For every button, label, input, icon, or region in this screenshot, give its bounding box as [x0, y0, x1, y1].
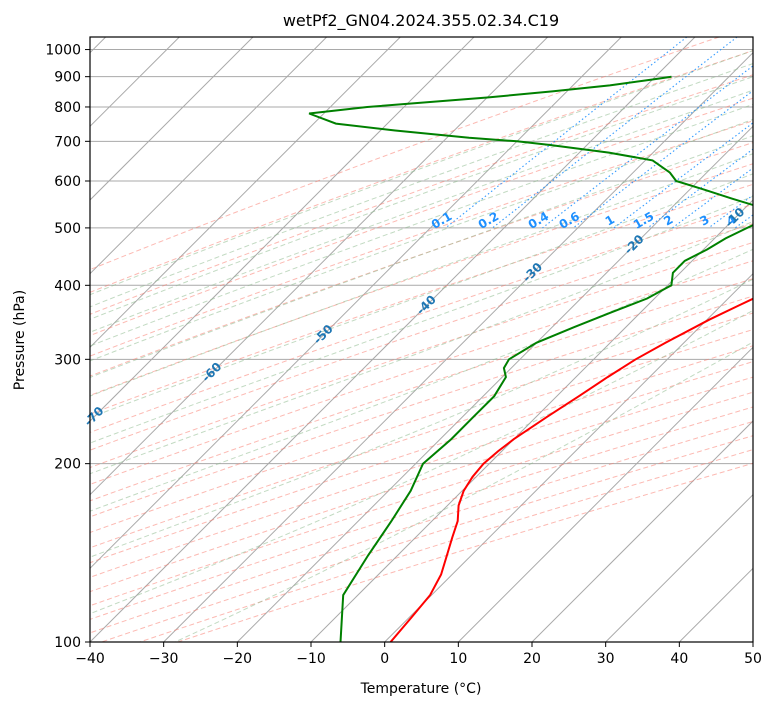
background-lines — [90, 37, 753, 642]
dry-adiabat-line — [90, 260, 753, 485]
y-tick-label: 600 — [54, 174, 81, 190]
isotherm-line — [384, 272, 753, 642]
dry-adiabat-line — [90, 50, 753, 293]
dry-adiabat-line — [90, 329, 753, 549]
moist-adiabat-line — [174, 341, 753, 642]
dry-adiabat-line — [90, 312, 753, 534]
y-tick-label: 700 — [54, 134, 81, 150]
dry-adiabat-line — [90, 142, 753, 377]
dry-adiabat-line — [90, 37, 720, 271]
dry-adiabat-line — [90, 97, 753, 337]
moist-adiabat-line — [90, 173, 753, 419]
y-tick-label: 1000 — [45, 43, 81, 59]
x-tick-label: 0 — [380, 651, 389, 667]
y-tick-label: 100 — [54, 635, 81, 651]
isotherm-line — [531, 420, 753, 642]
mixing-ratio-line — [672, 167, 753, 229]
profile-lines — [308, 75, 753, 642]
mixing-ratio-line — [572, 90, 753, 229]
mixing-ratio-line — [492, 37, 738, 229]
y-tick-label: 400 — [54, 278, 81, 294]
dry-adiabat-line — [90, 163, 753, 396]
plot-frame — [89, 36, 754, 643]
dry-adiabat-line — [90, 376, 753, 593]
y-tick-label: 300 — [54, 352, 81, 368]
y-tick-label: 900 — [54, 70, 81, 86]
isotherm-line — [605, 493, 753, 642]
moist-adiabat-line — [90, 118, 753, 362]
dry-adiabat-line — [90, 295, 753, 518]
y-axis-label: Pressure (hPa) — [12, 290, 28, 390]
temperature-profile-line — [389, 297, 753, 642]
x-axis-label: Temperature (°C) — [360, 681, 482, 697]
x-tick-label: −40 — [75, 651, 105, 667]
mixing-ratio-line — [542, 65, 753, 229]
dry-adiabat-line — [90, 278, 753, 502]
isotherm-line — [90, 37, 401, 349]
y-tick-label: 500 — [54, 221, 81, 237]
x-tick-label: 20 — [523, 651, 541, 667]
x-tick-label: 30 — [597, 651, 615, 667]
dry-adiabat-line — [90, 361, 753, 578]
x-tick-label: 50 — [744, 651, 762, 667]
x-tick-label: 10 — [449, 651, 467, 667]
axis-ticks: −40 −30 −20 −10 0 10 20 30 40 50 100 200 300 400 500 60… — [45, 43, 762, 667]
dry-adiabat-line — [90, 345, 753, 564]
moist-adiabat-line — [90, 195, 753, 444]
x-tick-label: −10 — [296, 651, 326, 667]
dry-adiabat-line — [90, 241, 753, 469]
dry-adiabat-line — [90, 391, 753, 607]
dry-adiabat-line — [90, 223, 753, 451]
isotherm-line — [90, 37, 549, 496]
isotherm-line — [90, 37, 328, 275]
y-tick-label: 800 — [54, 100, 81, 116]
moist-adiabat-line — [90, 278, 753, 558]
isotherm-line — [90, 37, 622, 570]
x-tick-label: 40 — [670, 651, 688, 667]
moist-adiabat-line — [90, 103, 753, 347]
isotherm-line — [163, 51, 753, 642]
dewpoint-profile-line — [308, 75, 753, 642]
y-tick-label: 200 — [54, 457, 81, 473]
isotherm-line — [236, 125, 753, 642]
isotherm-line — [90, 37, 475, 422]
isotherm-line — [90, 37, 254, 201]
chart-title: wetPf2_GN04.2024.355.02.34.C19 — [283, 11, 559, 31]
x-tick-label: −20 — [223, 651, 253, 667]
isotherm-line — [457, 346, 753, 642]
isotherm-line — [310, 199, 753, 642]
moist-adiabat-line — [90, 76, 753, 320]
isotherm-line — [90, 37, 696, 642]
x-tick-label: −30 — [149, 651, 179, 667]
